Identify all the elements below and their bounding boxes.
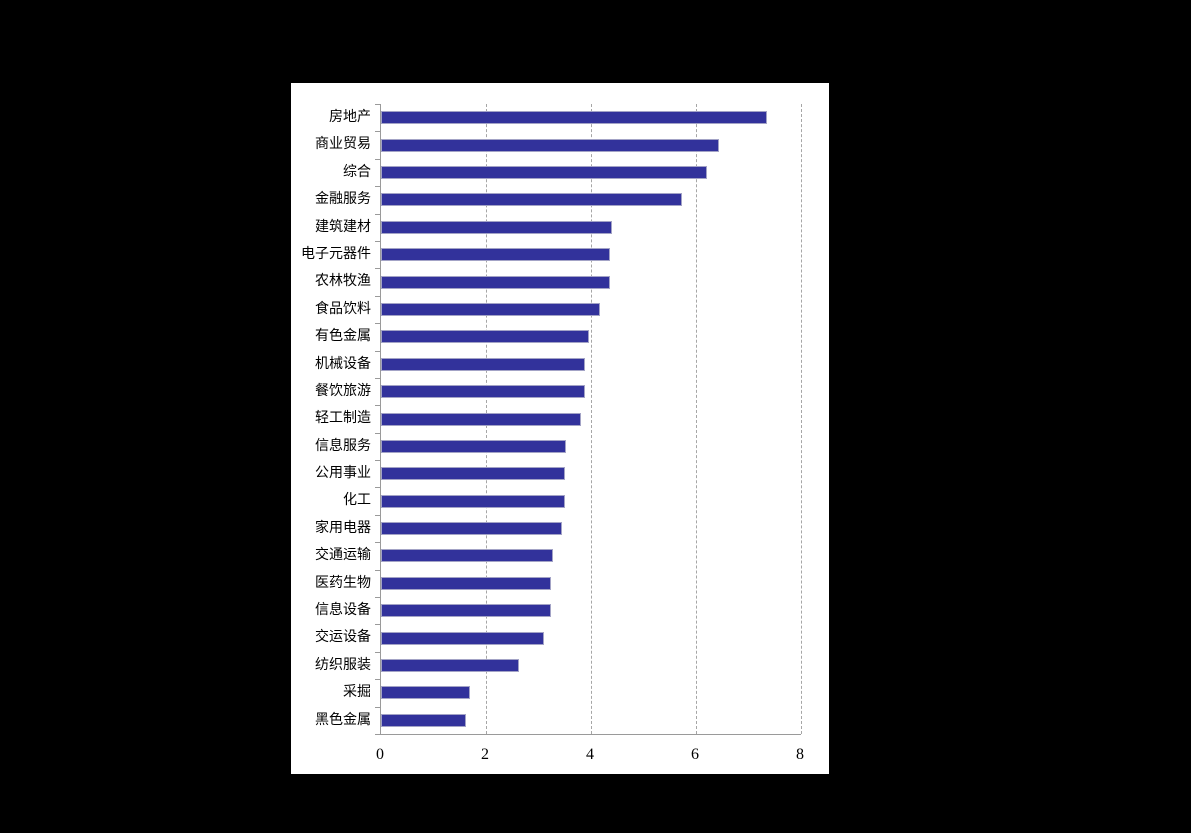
bar-22: [381, 686, 471, 700]
y-axis-tick: [375, 159, 380, 160]
bar-3: [381, 165, 708, 179]
category-label-2: 商业贸易: [315, 137, 371, 153]
bar-6: [381, 248, 610, 262]
bar-11: [381, 385, 586, 399]
x-tick-label-2: 2: [481, 746, 489, 763]
y-axis-tick: [375, 186, 380, 187]
category-label-9: 有色金属: [315, 329, 371, 345]
bar-14: [381, 467, 565, 481]
category-label-18: 医药生物: [315, 575, 371, 591]
bar-15: [381, 494, 565, 508]
bar-17: [381, 549, 554, 563]
plot-area: [375, 104, 802, 735]
category-label-3: 综合: [343, 164, 371, 180]
y-axis-tick: [375, 351, 380, 352]
y-axis-tick: [375, 542, 380, 543]
y-axis-tick: [375, 624, 380, 625]
category-label-13: 信息服务: [315, 438, 371, 454]
bar-2: [381, 138, 719, 152]
category-label-12: 轻工制造: [315, 411, 371, 427]
y-axis-tick: [375, 734, 380, 735]
chart-panel: 0 2 4 6 8 房地产商业贸易综合金融服务建筑建材电子元器件农林牧渔食品饮料有色金属…: [291, 83, 829, 774]
bar-4: [381, 193, 682, 207]
bar-16: [381, 522, 563, 536]
bar-13: [381, 439, 567, 453]
bar-18: [381, 576, 552, 590]
gridline-8: [801, 104, 802, 734]
category-label-5: 建筑建材: [315, 219, 371, 235]
bar-7: [381, 275, 610, 289]
x-tick-label-0: 0: [376, 746, 384, 763]
gridline-6: [696, 104, 697, 734]
y-axis-tick: [375, 104, 380, 105]
category-label-20: 交运设备: [315, 630, 371, 646]
x-tick-label-4: 4: [586, 746, 594, 763]
gridline-4: [591, 104, 592, 734]
category-label-6: 电子元器件: [301, 246, 371, 262]
category-label-21: 纺织服装: [315, 657, 371, 673]
y-axis-tick: [375, 214, 380, 215]
category-label-1: 房地产: [329, 110, 371, 125]
bar-10: [381, 357, 586, 371]
y-axis-tick: [375, 707, 380, 708]
category-label-11: 餐饮旅游: [315, 383, 371, 399]
category-label-10: 机械设备: [315, 356, 371, 372]
category-label-14: 公用事业: [315, 466, 371, 482]
y-axis-tick: [375, 652, 380, 653]
y-axis-tick: [375, 241, 380, 242]
category-label-23: 黑色金属: [315, 712, 371, 728]
category-label-22: 采掘: [343, 685, 371, 701]
bar-23: [381, 713, 467, 727]
category-label-8: 食品饮料: [315, 301, 371, 317]
y-axis-tick: [375, 515, 380, 516]
y-axis-tick: [375, 131, 380, 132]
x-axis-labels: 0 2 4 6 8: [376, 746, 804, 768]
bar-5: [381, 220, 612, 234]
y-axis-tick: [375, 268, 380, 269]
bar-8: [381, 302, 600, 316]
y-axis-tick: [375, 597, 380, 598]
category-label-19: 信息设备: [315, 603, 371, 619]
y-axis-tick: [375, 460, 380, 461]
bar-21: [381, 659, 519, 673]
category-label-15: 化工: [343, 493, 371, 509]
y-axis-tick: [375, 570, 380, 571]
category-label-17: 交通运输: [315, 548, 371, 564]
bar-1: [381, 111, 767, 125]
category-label-7: 农林牧渔: [315, 274, 371, 290]
bar-12: [381, 412, 581, 426]
bar-9: [381, 330, 589, 344]
x-tick-label-8: 8: [796, 746, 804, 763]
y-axis-tick: [375, 378, 380, 379]
y-axis-tick: [375, 405, 380, 406]
category-label-4: 金融服务: [315, 192, 371, 208]
x-tick-label-6: 6: [691, 746, 699, 763]
bar-19: [381, 604, 552, 618]
y-axis-tick: [375, 433, 380, 434]
y-axis-tick: [375, 679, 380, 680]
category-label-16: 家用电器: [315, 520, 371, 536]
y-axis-tick: [375, 487, 380, 488]
y-axis-tick: [375, 296, 380, 297]
bar-20: [381, 631, 544, 645]
y-axis-tick: [375, 323, 380, 324]
